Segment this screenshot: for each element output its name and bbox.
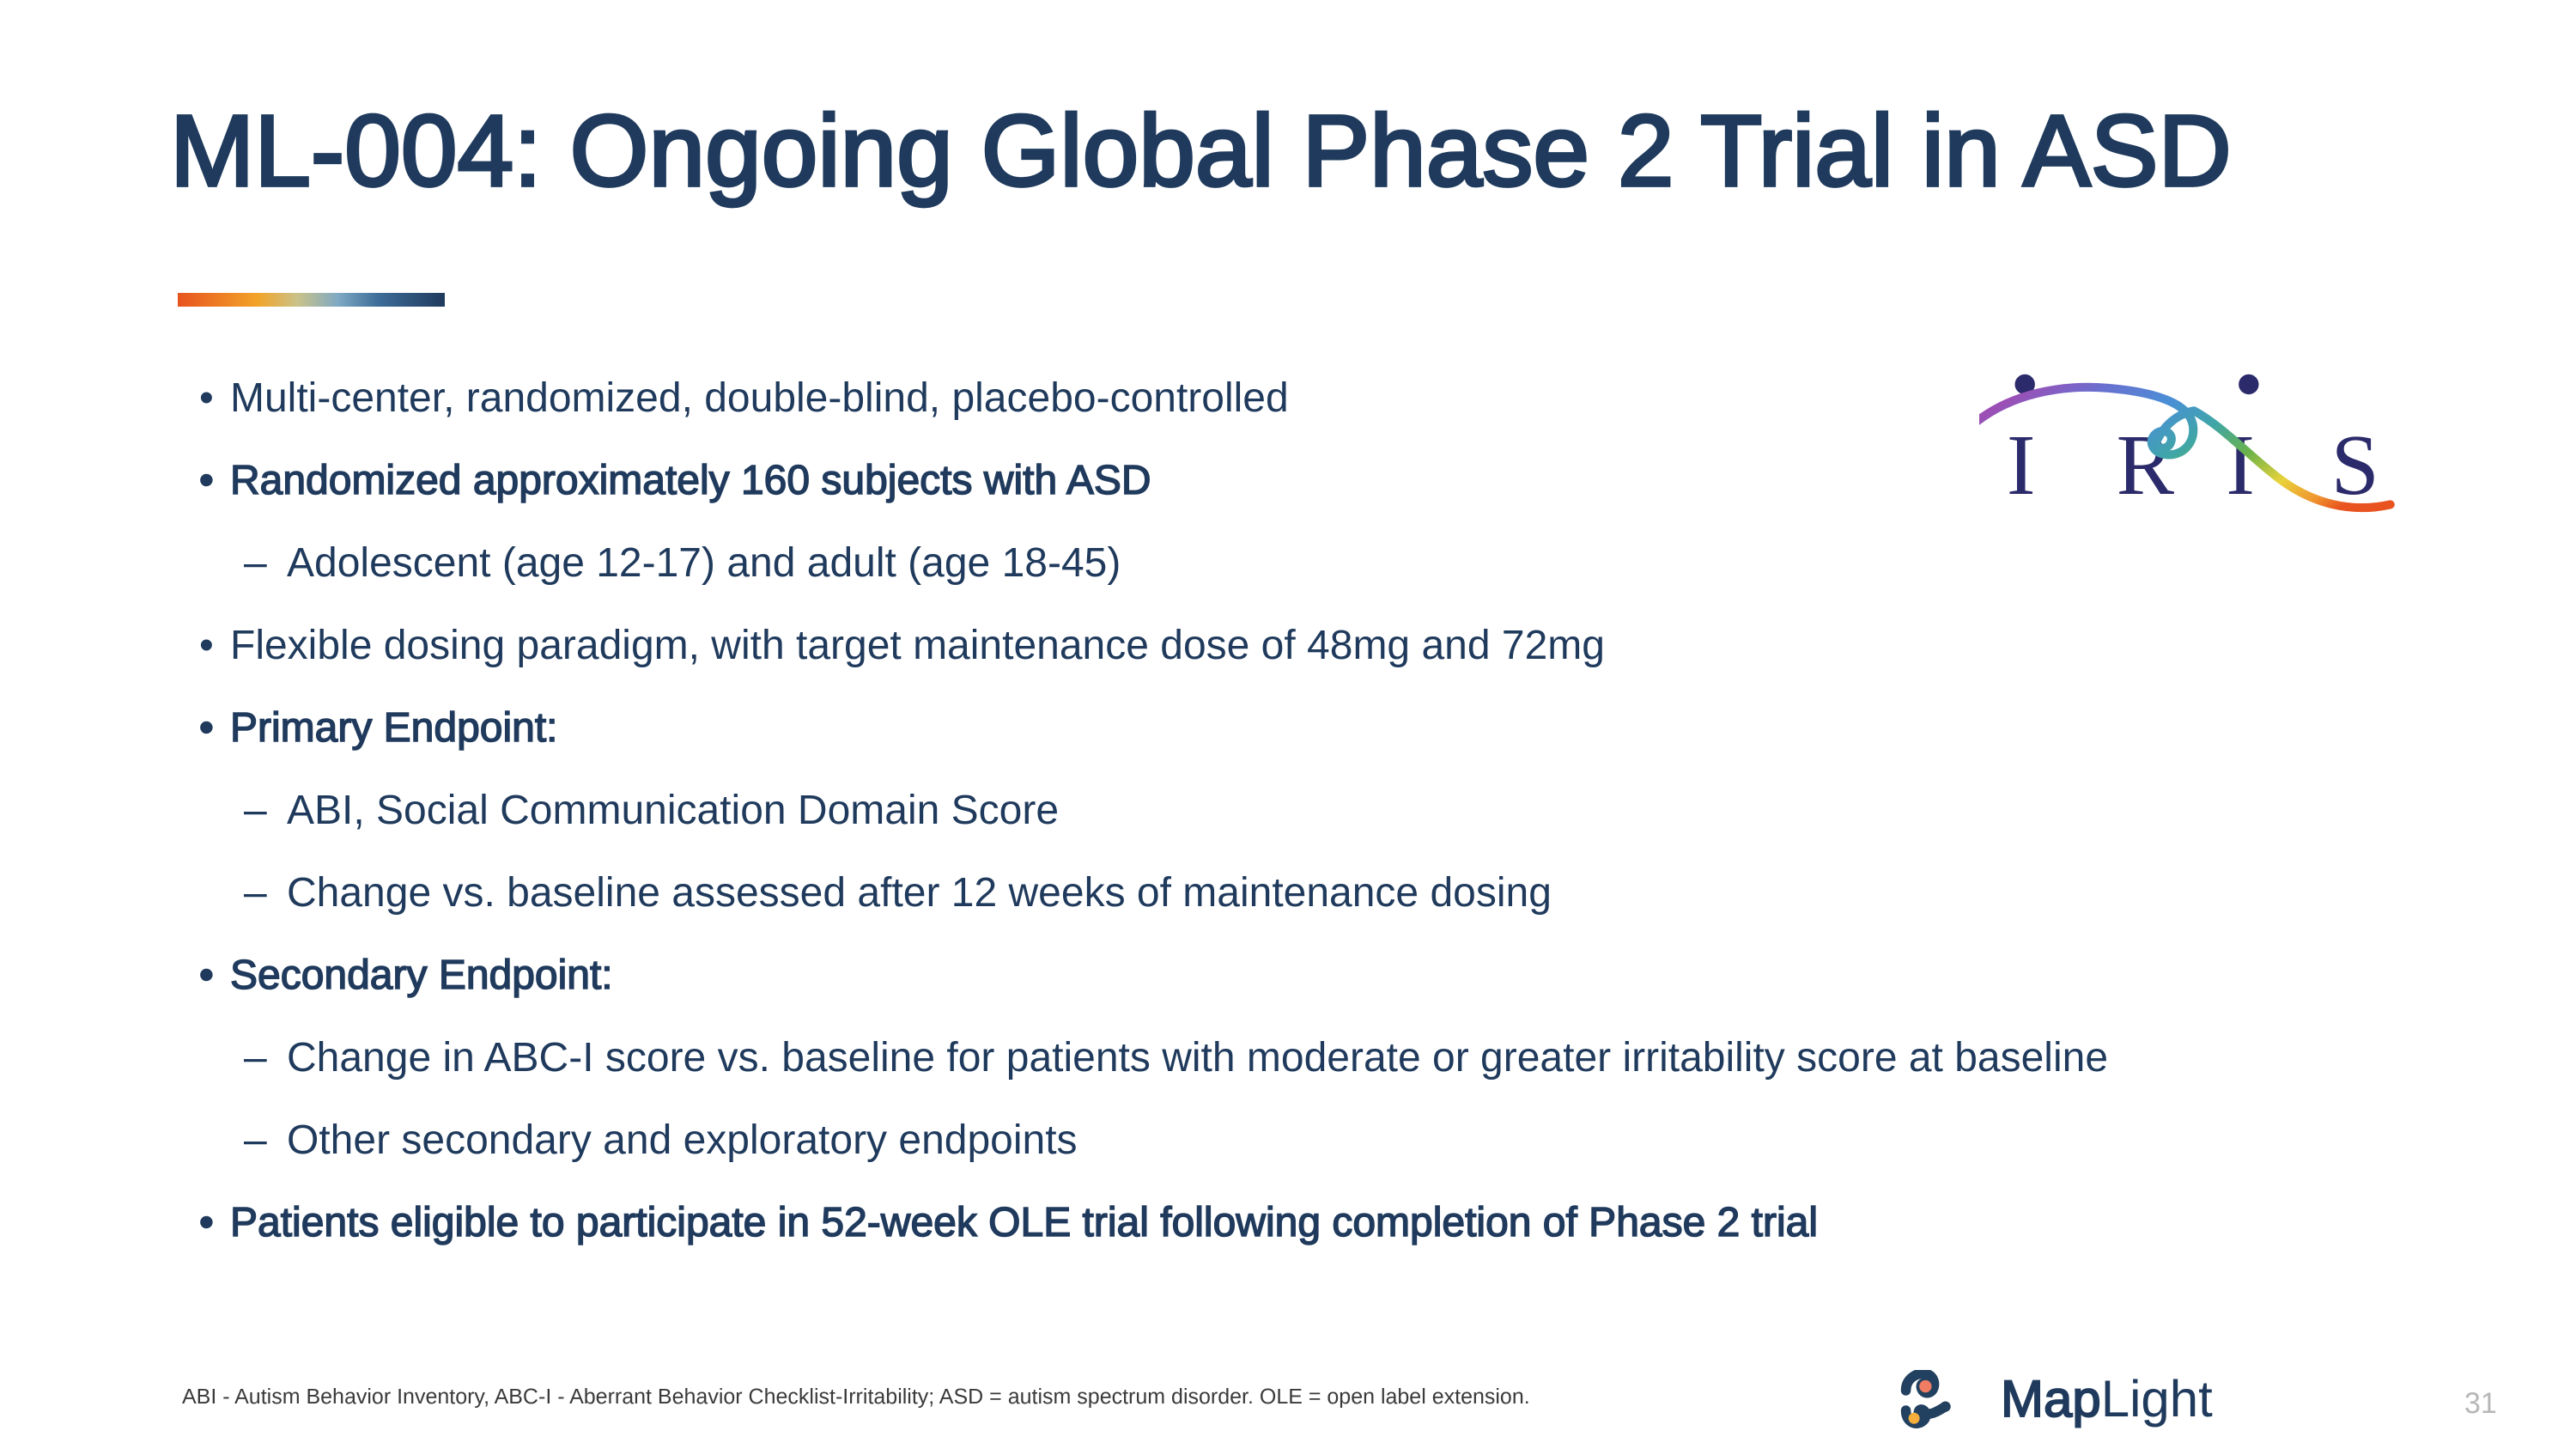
svg-text:I: I: [2007, 417, 2036, 513]
svg-text:S: S: [2331, 417, 2379, 513]
svg-text:I: I: [2226, 417, 2255, 513]
